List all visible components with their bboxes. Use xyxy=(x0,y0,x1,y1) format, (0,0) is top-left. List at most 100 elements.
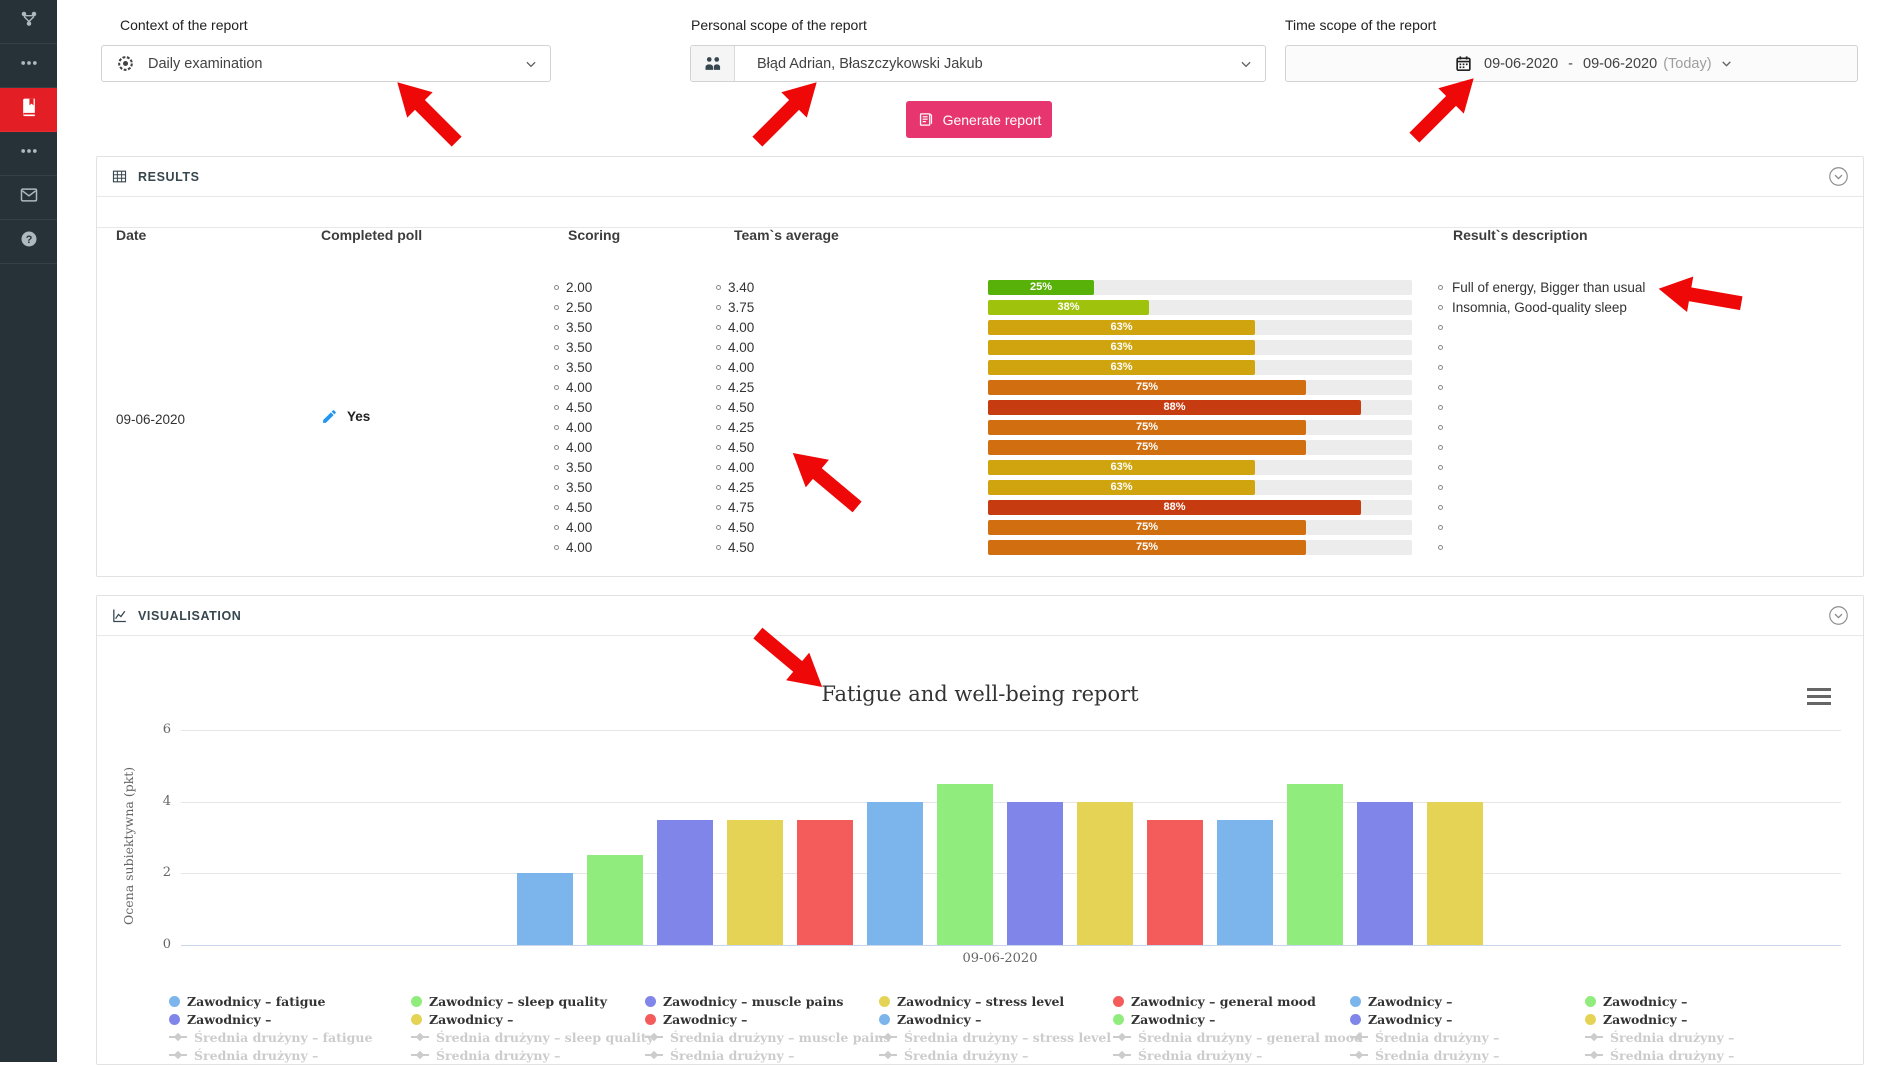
annotation-arrow-description xyxy=(1656,271,1745,321)
percent-label: 63% xyxy=(1110,461,1133,473)
legend-item[interactable]: Średnia drużyny – muscle pains xyxy=(645,1028,890,1046)
personal-scope-label: Personal scope of the report xyxy=(691,17,867,33)
legend-item[interactable]: Średnia drużyny – general mood xyxy=(1113,1028,1363,1046)
legend-item[interactable]: Średnia drużyny – stress level xyxy=(879,1028,1119,1046)
chart-bars xyxy=(517,636,1483,945)
legend-item[interactable]: Zawodnicy – fatigue xyxy=(169,992,409,1010)
legend-item[interactable]: Średnia drużyny – xyxy=(1585,1046,1825,1064)
legend-item[interactable]: Zawodnicy – muscle pains xyxy=(645,992,885,1010)
scoring-value: 3.50 xyxy=(566,460,593,475)
time-scope-select[interactable]: 09-06-2020 - 09-06-2020 (Today) xyxy=(1285,45,1858,82)
visualisation-card: VISUALISATION Fatigue and well-being rep… xyxy=(96,595,1864,1065)
legend-item[interactable]: Średnia drużyny – xyxy=(1350,1028,1590,1046)
sidebar-item-help[interactable]: ? xyxy=(0,220,57,264)
bullet-icon xyxy=(554,505,559,510)
line-marker-icon xyxy=(879,1032,897,1042)
results-card-header: RESULTS xyxy=(97,157,1863,197)
dot-marker-icon xyxy=(169,995,180,1007)
line-marker-icon xyxy=(1350,1050,1368,1060)
legend-label: Średnia drużyny – xyxy=(1138,1047,1263,1063)
scoring-value: 2.00 xyxy=(566,280,593,295)
legend-item[interactable]: Zawodnicy – xyxy=(411,1010,651,1028)
bullet-icon xyxy=(716,405,721,410)
chart-menu-button[interactable] xyxy=(1807,688,1831,705)
sidebar-item-messages[interactable] xyxy=(0,176,57,220)
y-axis-title: Ocena subiektywna (pkt) xyxy=(121,766,136,926)
legend-label: Średnia drużyny – xyxy=(194,1047,319,1063)
legend-label: Średnia drużyny – xyxy=(670,1047,795,1063)
personal-scope-select[interactable]: Błąd Adrian, Błaszczykowski Jakub xyxy=(690,45,1266,82)
percent-bar-fill: 75% xyxy=(988,420,1306,435)
sidebar-item-reports[interactable] xyxy=(0,88,57,132)
legend-item[interactable]: Zawodnicy – general mood xyxy=(1113,992,1353,1010)
legend-item[interactable]: Zawodnicy – xyxy=(1113,1010,1353,1028)
bullet-icon xyxy=(716,365,721,370)
team-average-value: 4.75 xyxy=(728,500,755,515)
context-label: Context of the report xyxy=(120,17,248,33)
legend-item[interactable]: Zawodnicy – xyxy=(169,1010,409,1028)
visualisation-collapse-button[interactable] xyxy=(1828,605,1849,626)
generate-report-button[interactable]: Generate report xyxy=(906,101,1052,138)
legend-item[interactable]: Średnia drużyny – xyxy=(411,1046,651,1064)
legend-item[interactable]: Średnia drużyny – xyxy=(169,1046,409,1064)
percent-bar-track: 75% xyxy=(988,440,1412,455)
column-completed-poll: Completed poll xyxy=(321,227,423,243)
bullet-icon xyxy=(1438,325,1443,330)
legend-item[interactable]: Zawodnicy – stress level xyxy=(879,992,1119,1010)
percent-bar-fill: 63% xyxy=(988,360,1256,375)
legend-item[interactable]: Średnia drużyny – fatigue xyxy=(169,1028,409,1046)
legend-item[interactable]: Średnia drużyny – xyxy=(1350,1046,1590,1064)
legend-label: Średnia drużyny – general mood xyxy=(1138,1029,1363,1045)
legend-column: Zawodnicy – Zawodnicy – Średnia drużyny – Ś… xyxy=(1585,992,1825,1064)
dot-marker-icon xyxy=(1585,995,1596,1007)
legend-item[interactable]: Zawodnicy – sleep quality xyxy=(411,992,651,1010)
legend-item[interactable]: Średnia drużyny – xyxy=(879,1046,1119,1064)
bullet-icon xyxy=(554,525,559,530)
legend-column: Zawodnicy – muscle pains Zawodnicy – Średn… xyxy=(645,992,890,1064)
legend-item[interactable]: Średnia drużyny – sleep quality xyxy=(411,1028,654,1046)
bullet-icon xyxy=(1438,425,1443,430)
scoring-value: 4.00 xyxy=(566,520,593,535)
result-date: 09-06-2020 xyxy=(116,412,186,427)
sidebar-item-more-bottom[interactable] xyxy=(0,132,57,176)
legend-item[interactable]: Średnia drużyny – xyxy=(645,1046,885,1064)
bullet-icon xyxy=(716,485,721,490)
legend-item[interactable]: Zawodnicy – xyxy=(1585,992,1825,1010)
pencil-icon[interactable] xyxy=(321,408,338,425)
bullet-icon xyxy=(1438,305,1443,310)
legend-label: Średnia drużyny – xyxy=(436,1047,561,1063)
line-marker-icon xyxy=(645,1050,663,1060)
x-axis-label: 09-06-2020 xyxy=(962,951,1038,966)
legend-label: Zawodnicy – stress level xyxy=(897,993,1065,1009)
chart-bar xyxy=(937,784,993,945)
table-row: 4.00 4.50 75% xyxy=(97,538,1863,558)
line-marker-icon xyxy=(645,1032,663,1042)
legend-item[interactable]: Średnia drużyny – xyxy=(1113,1046,1353,1064)
percent-label: 75% xyxy=(1135,541,1159,553)
column-result-description: Result`s description xyxy=(1453,227,1588,243)
results-collapse-button[interactable] xyxy=(1828,166,1849,187)
help-icon: ? xyxy=(19,229,39,254)
mail-icon xyxy=(19,185,39,210)
legend-item[interactable]: Zawodnicy – xyxy=(1350,992,1590,1010)
legend-item[interactable]: Zawodnicy – xyxy=(879,1010,1119,1028)
visualisation-section-title: VISUALISATION xyxy=(138,608,242,623)
bullet-icon xyxy=(1438,485,1443,490)
chart-bar xyxy=(587,855,643,945)
percent-label: 75% xyxy=(1135,381,1159,393)
percent-bar-track: 88% xyxy=(988,400,1412,415)
legend-label: Zawodnicy – xyxy=(187,1011,272,1027)
bullet-icon xyxy=(716,505,721,510)
time-today-hint: (Today) xyxy=(1663,55,1712,72)
context-select[interactable]: Daily examination xyxy=(101,45,551,82)
legend-item[interactable]: Zawodnicy – xyxy=(1585,1010,1825,1028)
legend-item[interactable]: Średnia drużyny – xyxy=(1585,1028,1825,1046)
percent-label: 75% xyxy=(1135,521,1159,533)
legend-item[interactable]: Zawodnicy – xyxy=(645,1010,885,1028)
dot-marker-icon xyxy=(645,995,656,1007)
legend-item[interactable]: Zawodnicy – xyxy=(1350,1010,1590,1028)
sidebar-item-team-structure[interactable] xyxy=(0,0,57,44)
sidebar-item-more-top[interactable] xyxy=(0,44,57,88)
scoring-value: 3.50 xyxy=(566,360,593,375)
